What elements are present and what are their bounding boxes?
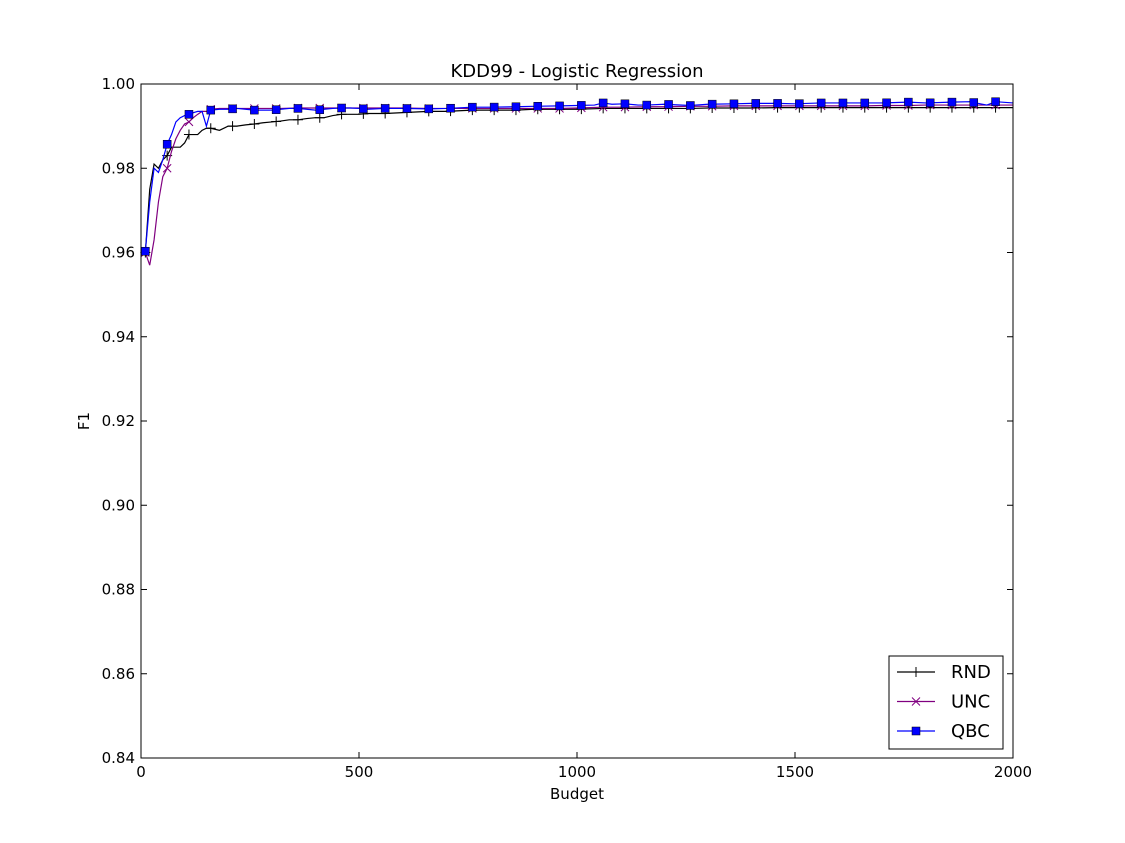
data-point-qbc [359, 104, 368, 114]
data-point-qbc [620, 99, 630, 109]
data-point-qbc [293, 104, 303, 113]
data-point-qbc [838, 98, 848, 108]
data-point-rnd [205, 123, 216, 134]
data-point-qbc [686, 101, 695, 110]
data-point-rnd [271, 116, 282, 127]
y-tick-label: 0.98 [102, 159, 135, 177]
data-point-qbc [947, 97, 957, 107]
data-point-qbc [816, 98, 826, 108]
data-point-qbc [424, 104, 434, 114]
data-point-qbc [751, 99, 761, 108]
y-axis-label: F1 [75, 412, 93, 430]
data-point-qbc [141, 246, 150, 256]
data-point-rnd [227, 121, 238, 132]
y-tick-label: 0.84 [102, 749, 135, 767]
data-point-qbc [184, 110, 194, 119]
data-point-qbc [707, 99, 717, 109]
x-tick-label: 1000 [558, 763, 596, 781]
y-tick-label: 0.94 [102, 328, 135, 346]
data-point-qbc [773, 99, 782, 108]
data-point-qbc [250, 105, 259, 115]
legend: RND UNC QBC [888, 655, 1004, 750]
data-point-qbc [795, 99, 804, 108]
data-point-qbc [969, 98, 979, 107]
series-unc [141, 100, 1013, 266]
plot-frame [140, 83, 1014, 759]
series-rnd [140, 102, 1013, 258]
data-point-qbc [598, 98, 608, 108]
y-tick-label: 0.90 [102, 496, 135, 514]
data-point-qbc [729, 99, 739, 109]
data-point-qbc [446, 103, 455, 113]
data-point-qbc [904, 97, 913, 107]
data-point-qbc [664, 100, 673, 109]
series-line-qbc [144, 101, 1014, 252]
data-point-qbc [533, 102, 543, 111]
data-point-qbc [402, 104, 412, 113]
data-point-qbc [162, 139, 172, 149]
series-line-rnd [144, 106, 1013, 253]
data-point-qbc [315, 105, 325, 114]
data-point-qbc [337, 103, 346, 113]
x-axis-label: Budget [550, 785, 604, 803]
data-point-qbc [380, 104, 390, 113]
y-tick-label: 1.00 [102, 75, 135, 93]
data-point-qbc [206, 105, 216, 115]
series-qbc [141, 97, 1014, 256]
legend-marker-rnd [911, 667, 921, 677]
data-point-qbc [468, 102, 477, 112]
data-point-qbc [555, 101, 564, 111]
legend-marker-unc [911, 697, 921, 706]
legend-label-rnd: RND [951, 662, 991, 683]
data-point-qbc [882, 98, 891, 108]
series-line-unc [144, 104, 1013, 266]
data-point-qbc [925, 98, 935, 108]
legend-label-unc: UNC [951, 692, 990, 713]
x-tick-label: 1500 [776, 763, 814, 781]
data-point-qbc [489, 102, 499, 112]
data-point-unc [162, 163, 172, 173]
data-point-rnd [183, 129, 194, 140]
data-point-qbc [228, 104, 237, 114]
y-tick-label: 0.86 [102, 665, 135, 683]
data-point-unc [184, 117, 194, 127]
data-point-qbc [642, 100, 652, 110]
chart-title: KDD99 - Logistic Regression [450, 61, 703, 82]
legend-label-qbc: QBC [951, 721, 990, 742]
legend-marker-qbc [911, 726, 921, 736]
data-point-qbc [271, 105, 281, 114]
data-point-rnd [249, 119, 260, 130]
y-tick-label: 0.96 [102, 244, 135, 262]
x-tick-label: 2000 [994, 763, 1032, 781]
data-point-rnd [314, 112, 325, 123]
data-point-rnd [292, 114, 303, 125]
x-tick-label: 500 [345, 763, 374, 781]
y-tick-label: 0.88 [102, 581, 135, 599]
data-point-qbc [511, 102, 521, 111]
x-tick-label: 0 [136, 763, 146, 781]
data-point-qbc [860, 98, 870, 108]
data-point-qbc [577, 101, 586, 110]
y-tick-label: 0.92 [102, 412, 135, 430]
data-point-qbc [991, 97, 1000, 106]
